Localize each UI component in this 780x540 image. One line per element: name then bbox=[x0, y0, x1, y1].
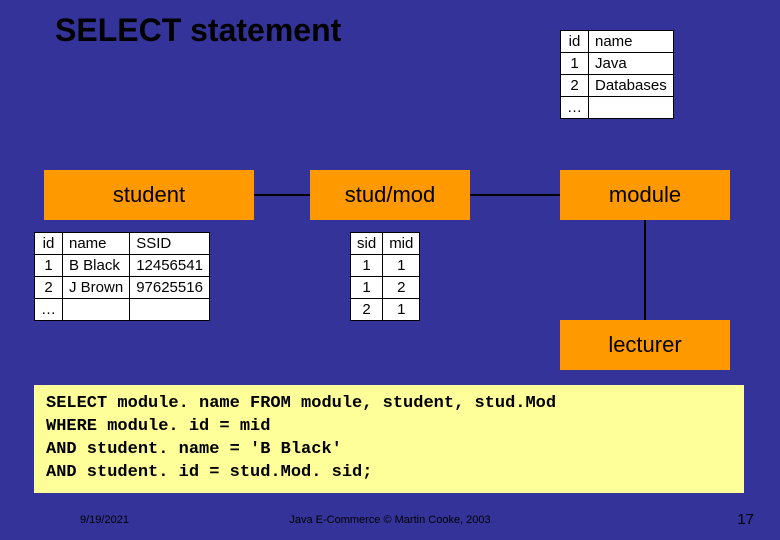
entity-student: student bbox=[44, 170, 254, 220]
page-title: SELECT statement bbox=[55, 12, 341, 49]
table-cell: 1 bbox=[351, 277, 383, 299]
footer-page-number: 17 bbox=[737, 511, 754, 528]
table-header-cell: sid bbox=[351, 233, 383, 255]
table-header-cell: SSID bbox=[130, 233, 210, 255]
table-row: 11 bbox=[351, 255, 420, 277]
entity-lecturer-label: lecturer bbox=[608, 332, 681, 358]
table-row: 1Java bbox=[561, 53, 674, 75]
table-cell: 2 bbox=[383, 277, 420, 299]
table-cell bbox=[63, 299, 130, 321]
edge-studmod-module bbox=[470, 194, 560, 196]
table-header-cell: name bbox=[63, 233, 130, 255]
edge-module-lecturer bbox=[644, 220, 646, 320]
table-module: idname1Java2Databases… bbox=[560, 30, 674, 119]
footer-date: 9/19/2021 bbox=[80, 514, 129, 526]
entity-module: module bbox=[560, 170, 730, 220]
table-cell: 1 bbox=[383, 255, 420, 277]
table-row: 2Databases bbox=[561, 75, 674, 97]
table-cell: 2 bbox=[351, 299, 383, 321]
table-row: … bbox=[35, 299, 210, 321]
table-header-cell: name bbox=[589, 31, 674, 53]
table-header-cell: id bbox=[35, 233, 63, 255]
table-cell: 97625516 bbox=[130, 277, 210, 299]
table-row: 1B Black12456541 bbox=[35, 255, 210, 277]
table-cell: 2 bbox=[561, 75, 589, 97]
entity-module-label: module bbox=[609, 182, 681, 208]
footer-credit: Java E-Commerce © Martin Cooke, 2003 bbox=[289, 514, 490, 526]
edge-student-studmod bbox=[254, 194, 310, 196]
table-header-cell: id bbox=[561, 31, 589, 53]
entity-studmod: stud/mod bbox=[310, 170, 470, 220]
entity-studmod-label: stud/mod bbox=[345, 182, 436, 208]
table-cell: 1 bbox=[561, 53, 589, 75]
entity-lecturer: lecturer bbox=[560, 320, 730, 370]
table-row: 21 bbox=[351, 299, 420, 321]
sql-query: SELECT module. name FROM module, student… bbox=[34, 385, 744, 493]
table-student: idnameSSID1B Black124565412J Brown976255… bbox=[34, 232, 210, 321]
table-cell: 1 bbox=[35, 255, 63, 277]
table-header-cell: mid bbox=[383, 233, 420, 255]
table-cell: B Black bbox=[63, 255, 130, 277]
table-cell: 1 bbox=[383, 299, 420, 321]
table-cell bbox=[589, 97, 674, 119]
table-cell: Java bbox=[589, 53, 674, 75]
table-cell: 2 bbox=[35, 277, 63, 299]
entity-student-label: student bbox=[113, 182, 185, 208]
table-cell: 1 bbox=[351, 255, 383, 277]
table-cell: Databases bbox=[589, 75, 674, 97]
table-studmod: sidmid111221 bbox=[350, 232, 420, 321]
table-cell: … bbox=[35, 299, 63, 321]
table-row: 12 bbox=[351, 277, 420, 299]
table-cell: … bbox=[561, 97, 589, 119]
table-row: … bbox=[561, 97, 674, 119]
table-cell: 12456541 bbox=[130, 255, 210, 277]
table-row: 2J Brown97625516 bbox=[35, 277, 210, 299]
table-cell bbox=[130, 299, 210, 321]
table-cell: J Brown bbox=[63, 277, 130, 299]
